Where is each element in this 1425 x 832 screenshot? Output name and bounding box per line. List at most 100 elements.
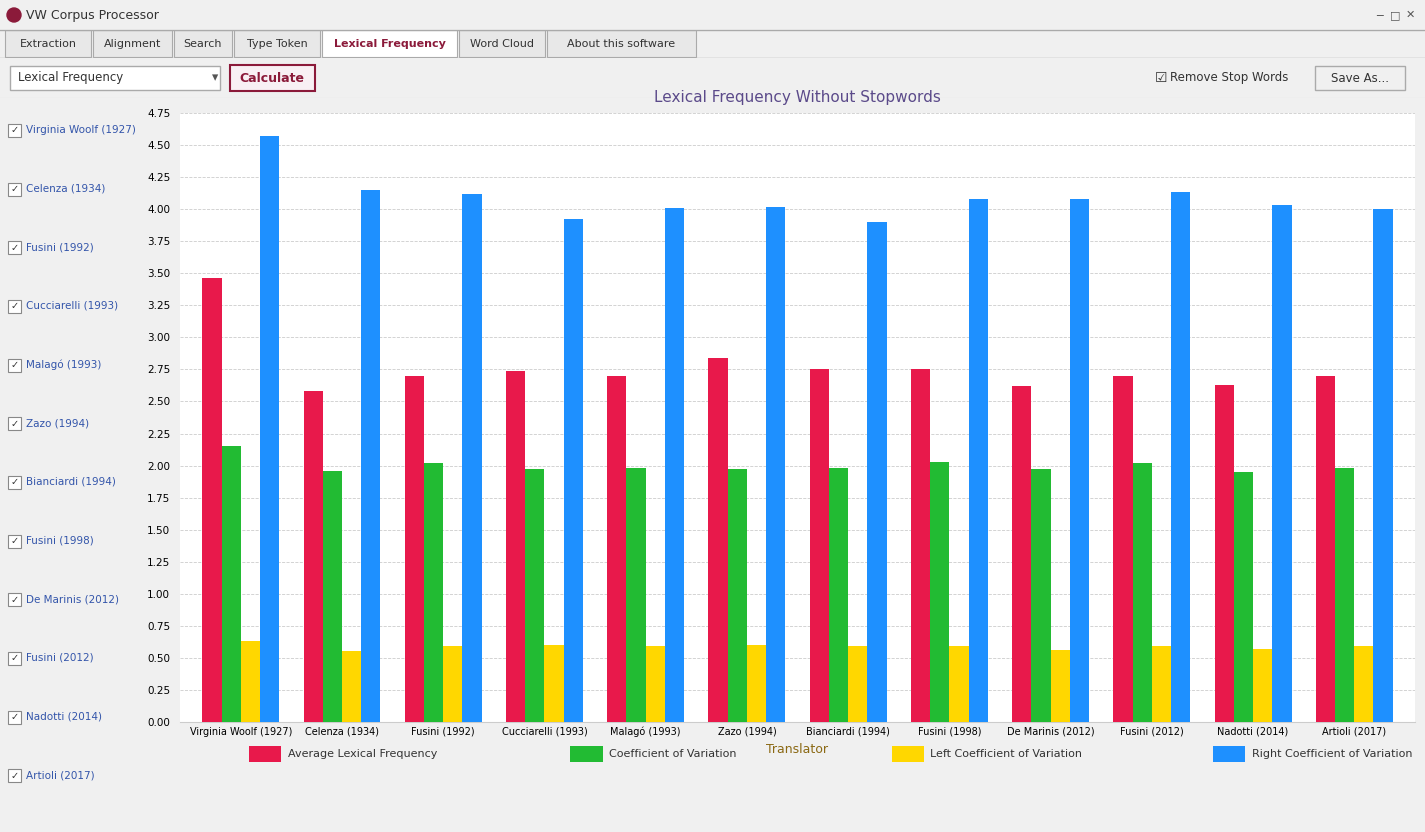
FancyBboxPatch shape [9,183,21,196]
Text: ✓: ✓ [10,301,19,311]
Circle shape [7,8,21,22]
Text: □: □ [1389,10,1401,20]
Text: ☑: ☑ [1156,71,1167,85]
Text: Fusini (1998): Fusini (1998) [26,536,94,546]
Text: Artioli (2017): Artioli (2017) [26,770,94,780]
FancyBboxPatch shape [9,418,21,430]
Bar [848,646,868,722]
Bar [1151,646,1171,722]
Text: ✓: ✓ [10,360,19,370]
Bar [1315,376,1335,722]
Text: ✓: ✓ [10,536,19,546]
Bar [544,645,564,722]
FancyBboxPatch shape [10,66,219,90]
Text: ✓: ✓ [10,478,19,488]
Text: Lexical Frequency: Lexical Frequency [19,72,123,85]
Text: Search: Search [184,39,222,49]
FancyBboxPatch shape [9,124,21,137]
Text: Bianciardi (1994): Bianciardi (1994) [26,477,115,487]
Bar [747,645,767,722]
Bar [1335,468,1354,722]
FancyBboxPatch shape [322,30,457,57]
Text: Fusini (2012): Fusini (2012) [26,653,94,663]
Bar [627,468,646,722]
Bar [1374,209,1392,722]
Text: ✓: ✓ [10,243,19,253]
Bar [1050,650,1070,722]
FancyBboxPatch shape [1213,745,1245,761]
Bar [1113,376,1133,722]
Bar [829,468,848,722]
Bar [564,220,583,722]
Text: Cucciarelli (1993): Cucciarelli (1993) [26,301,118,311]
Text: Virginia Woolf (1927): Virginia Woolf (1927) [26,125,135,135]
Bar [607,376,627,722]
Bar [1253,649,1273,722]
Bar [1070,199,1089,722]
Bar [241,641,259,722]
FancyBboxPatch shape [249,745,281,761]
Bar [1133,463,1151,722]
Bar [506,371,526,722]
FancyBboxPatch shape [234,30,321,57]
FancyBboxPatch shape [93,30,172,57]
Bar [1234,472,1253,722]
FancyBboxPatch shape [9,770,21,782]
Text: Malagó (1993): Malagó (1993) [26,359,101,370]
Bar [1012,386,1032,722]
Bar [767,206,785,722]
Bar [969,199,988,722]
Text: Coefficient of Variation: Coefficient of Variation [608,749,737,759]
Text: ✕: ✕ [1405,10,1415,20]
Bar [949,646,969,722]
FancyBboxPatch shape [9,652,21,665]
Bar [361,190,380,722]
Text: De Marinis (2012): De Marinis (2012) [26,594,120,604]
Bar [911,369,931,722]
FancyBboxPatch shape [229,65,315,91]
FancyBboxPatch shape [9,593,21,607]
Bar [202,279,221,722]
Bar [405,376,425,722]
Bar [322,471,342,722]
Bar [708,358,728,722]
X-axis label: Translator: Translator [767,743,828,756]
Bar [931,462,949,722]
Bar [259,136,279,722]
Bar [1171,192,1190,722]
Text: Zazo (1994): Zazo (1994) [26,418,90,428]
FancyBboxPatch shape [459,30,544,57]
Text: Word Cloud: Word Cloud [470,39,534,49]
Text: Save As...: Save As... [1331,72,1389,85]
Text: Remove Stop Words: Remove Stop Words [1170,72,1288,85]
Text: Lexical Frequency: Lexical Frequency [333,39,446,49]
FancyBboxPatch shape [570,745,603,761]
Text: Alignment: Alignment [104,39,161,49]
Text: ✓: ✓ [10,184,19,194]
Text: ✓: ✓ [10,712,19,722]
FancyBboxPatch shape [9,241,21,255]
FancyBboxPatch shape [547,30,695,57]
Text: Fusini (1992): Fusini (1992) [26,242,94,252]
FancyBboxPatch shape [892,745,923,761]
Text: ✓: ✓ [10,126,19,136]
Bar [304,391,322,722]
Bar [221,446,241,722]
Text: ✓: ✓ [10,595,19,605]
FancyBboxPatch shape [9,476,21,489]
FancyBboxPatch shape [174,30,232,57]
Bar [526,469,544,722]
FancyBboxPatch shape [9,535,21,547]
Text: Extraction: Extraction [20,39,77,49]
Bar [342,651,361,722]
FancyBboxPatch shape [1315,66,1405,90]
Text: ─: ─ [1377,10,1384,20]
FancyBboxPatch shape [6,30,91,57]
Text: ✓: ✓ [10,418,19,428]
Bar [728,469,747,722]
FancyBboxPatch shape [9,300,21,313]
Text: Calculate: Calculate [239,72,305,85]
FancyBboxPatch shape [9,711,21,724]
Text: ▾: ▾ [212,72,218,85]
Text: Left Coefficient of Variation: Left Coefficient of Variation [931,749,1082,759]
